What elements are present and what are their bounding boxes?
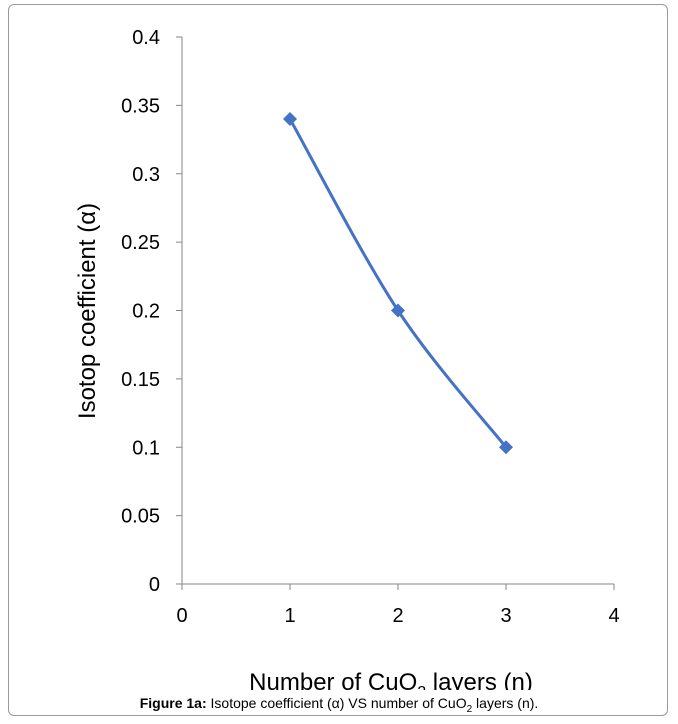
x-tick-label: 1 xyxy=(284,605,295,627)
series-line xyxy=(288,117,508,449)
y-tick-label: 0.3 xyxy=(132,164,160,186)
caption-text-end: layers (n). xyxy=(472,695,539,711)
data-point-marker xyxy=(391,303,405,318)
y-tick-label: 0.35 xyxy=(121,95,160,117)
x-tick-label: 4 xyxy=(608,605,619,627)
figure-caption: Figure 1a: Isotope coefficient (α) VS nu… xyxy=(0,695,678,715)
tick-labels: 0 0.05 0.1 0.15 0.2 0.25 0.3 0.35 0.4 0 1 2 3 4 xyxy=(121,27,620,627)
data-point-marker xyxy=(283,112,297,127)
x-axis-title: Number of CuO2 layers (n) xyxy=(249,669,533,690)
figure-frame xyxy=(8,4,668,716)
y-tick-label: 0.2 xyxy=(132,301,160,323)
y-tick-label: 0.1 xyxy=(132,437,160,459)
y-tick-label: 0.4 xyxy=(132,27,160,49)
caption-subscript: 2 xyxy=(466,703,473,715)
y-axis-title: Isotop coefficient (α) xyxy=(74,203,101,419)
series xyxy=(283,112,513,455)
y-tick-label: 0.05 xyxy=(121,506,160,528)
x-tick-label: 3 xyxy=(500,605,511,627)
chart: 0 0.05 0.1 0.15 0.2 0.25 0.3 0.35 0.4 0 1 2 3 4 Isoto… xyxy=(74,27,620,690)
x-tick-label: 0 xyxy=(176,605,187,627)
y-tick-label: 0.25 xyxy=(121,232,160,254)
caption-label: Figure 1a: xyxy=(139,695,207,711)
caption-text: Isotope coefficient (α) VS number of CuO xyxy=(206,695,467,711)
y-tick-label: 0.15 xyxy=(121,369,160,391)
x-tick-label: 2 xyxy=(392,605,403,627)
axes xyxy=(176,36,615,590)
data-point-marker xyxy=(499,440,513,455)
y-tick-label: 0 xyxy=(149,574,160,596)
